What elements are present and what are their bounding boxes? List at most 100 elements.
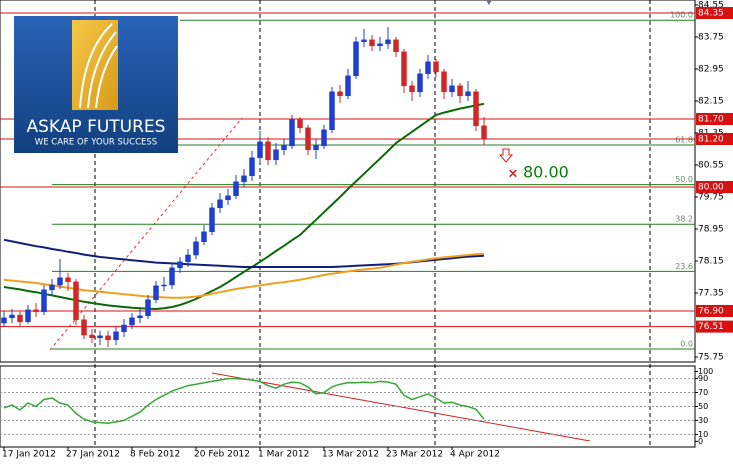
x-tick-label: 20 Feb 2012	[194, 450, 250, 460]
x-tick-label: 8 Feb 2012	[130, 450, 180, 460]
candle-body	[17, 314, 23, 323]
candle-body	[385, 39, 391, 45]
candle-body	[441, 71, 447, 93]
candle-body	[377, 43, 383, 47]
candle-body	[105, 335, 111, 341]
level-box	[696, 133, 733, 145]
candle-body	[153, 285, 159, 301]
candle-body	[57, 277, 63, 286]
level-box	[696, 7, 733, 19]
level-label: 80.00	[698, 183, 724, 193]
candle-body	[249, 157, 255, 177]
candle-body	[481, 125, 487, 140]
y-tick-label: 78.15	[698, 257, 724, 267]
candle-body	[129, 317, 135, 326]
level-box	[696, 320, 733, 333]
level-label: 81.70	[698, 115, 724, 125]
candle-body	[417, 73, 423, 93]
x-tick-label: 4 Apr 2012	[450, 450, 500, 460]
x-tick-label: 17 Jan 2012	[2, 450, 56, 460]
fib-label: 61.8	[675, 136, 693, 145]
candle-body	[409, 85, 415, 93]
x-tick-label: 23 Mar 2012	[386, 450, 443, 460]
candle-body	[465, 91, 471, 97]
candle-body	[73, 281, 79, 321]
y-tick-label: 79.75	[698, 193, 724, 203]
fib-label: 23.6	[675, 262, 693, 271]
candle-body	[449, 85, 455, 93]
level-label: 81.20	[698, 135, 724, 145]
candle-body	[289, 119, 295, 147]
osc-tick-label: 10	[698, 430, 708, 439]
fib-label: 50.0	[675, 175, 693, 184]
candle-body	[281, 145, 287, 151]
logo-slogan: WE CARE OF YOUR SUCCESS	[35, 138, 157, 148]
candle-body	[361, 39, 367, 43]
y-tick-label: 82.95	[698, 65, 724, 75]
period-separators	[94, 0, 651, 447]
candle-body	[1, 317, 7, 324]
candle-body	[345, 75, 351, 97]
candle-body	[321, 129, 327, 147]
moving-average	[3, 102, 485, 311]
level-label: 76.51	[698, 322, 724, 332]
shift-marker	[486, 0, 492, 5]
candle-body	[401, 51, 407, 87]
candle-body	[81, 319, 87, 336]
candle-body	[161, 284, 167, 287]
level-box	[696, 113, 733, 125]
candle-body	[193, 241, 199, 256]
fib-label: 38.2	[675, 215, 693, 224]
oscillator-line	[3, 377, 485, 425]
candle-body	[353, 41, 359, 77]
candle-body	[169, 267, 175, 286]
candle-body	[41, 289, 47, 313]
candle-body	[329, 91, 335, 131]
candle-body	[145, 299, 151, 317]
candle-body	[65, 277, 71, 283]
candle-body	[305, 127, 311, 151]
y-tick-label: 75.75	[698, 353, 724, 363]
candle-body	[89, 334, 95, 339]
osc-tick-label: 70	[698, 388, 708, 397]
candle-body	[425, 61, 431, 75]
y-tick-label: 78.95	[698, 225, 724, 235]
candle-body	[33, 309, 39, 313]
osc-tick-label: 0	[698, 437, 703, 446]
logo-emblem	[72, 20, 118, 110]
logo: ASKAP FUTURES WE CARE OF YOUR SUCCESS	[14, 16, 178, 153]
x-tick-label: 13 Mar 2012	[322, 450, 379, 460]
candle-body	[137, 315, 143, 319]
level-box	[696, 305, 733, 317]
candle-body	[225, 195, 231, 201]
osc-tick-label: 100	[698, 367, 713, 376]
x-tick-label: 1 Mar 2012	[258, 450, 309, 460]
y-tick-label: 77.35	[698, 289, 724, 299]
candle-body	[473, 91, 479, 127]
candle-body	[257, 141, 263, 159]
candle-body	[209, 207, 215, 233]
osc-tick-label: 30	[698, 416, 708, 425]
candle-body	[113, 331, 119, 341]
candle-body	[49, 284, 55, 291]
annotation: 80.00	[523, 163, 569, 182]
cross-marker: ×	[508, 167, 519, 182]
candle-body	[265, 141, 271, 161]
y-tick-label: 83.75	[698, 33, 724, 43]
y-tick-label: 80.55	[698, 161, 724, 171]
candle-body	[97, 335, 103, 339]
candle-body	[433, 61, 439, 73]
fib-label: 0.0	[680, 340, 693, 349]
level-box	[696, 181, 733, 193]
osc-tick-label: 50	[698, 402, 708, 411]
candle-body	[393, 39, 399, 53]
x-tick-label: 27 Jan 2012	[66, 450, 120, 460]
logo-rays	[79, 23, 118, 109]
osc-tick-label: 90	[698, 374, 708, 383]
candle-body	[273, 149, 279, 161]
level-label: 84.35	[698, 9, 724, 19]
moving-average	[3, 252, 485, 299]
candle-body	[25, 309, 31, 323]
candle-body	[217, 199, 223, 209]
